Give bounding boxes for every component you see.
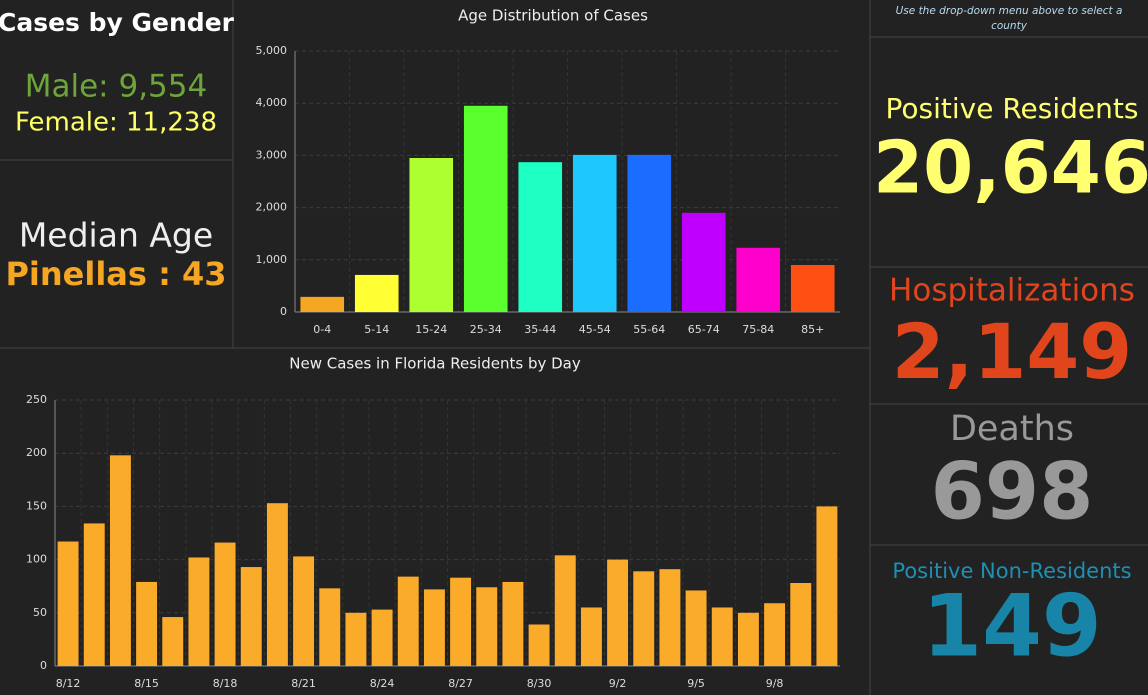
y-tick-label: 2,000 — [256, 201, 288, 214]
bar — [502, 581, 524, 666]
bar — [580, 607, 602, 666]
bar — [397, 576, 419, 666]
x-tick-label: 8/12 — [56, 677, 81, 690]
bar — [528, 624, 550, 666]
bar — [633, 571, 655, 666]
bar — [572, 154, 617, 312]
bar — [371, 609, 393, 666]
x-tick-label: 35-44 — [524, 323, 556, 336]
bar — [518, 162, 563, 312]
bar — [554, 555, 576, 666]
bar — [423, 589, 445, 666]
female-count: Female: 11,238 — [15, 108, 217, 138]
bar — [345, 612, 367, 666]
bar — [162, 617, 184, 666]
stat-value: 698 — [931, 447, 1094, 537]
bar — [450, 577, 472, 666]
x-tick-label: 9/5 — [687, 677, 705, 690]
bar — [737, 612, 759, 666]
chart-title: Age Distribution of Cases — [458, 7, 648, 25]
median-value: Pinellas : 43 — [5, 255, 226, 293]
x-tick-label: 0-4 — [313, 323, 331, 336]
y-tick-label: 250 — [26, 393, 47, 406]
y-tick-label: 150 — [26, 499, 47, 512]
stat-label: Deaths — [950, 409, 1074, 449]
bar — [463, 105, 508, 312]
bar — [354, 274, 399, 312]
bar — [790, 265, 835, 312]
bar — [293, 556, 315, 666]
x-tick-label: 8/24 — [370, 677, 395, 690]
stat-label: Positive Non-Residents — [892, 559, 1131, 583]
bar — [476, 587, 498, 666]
male-count: Male: 9,554 — [25, 69, 207, 105]
bar — [109, 455, 131, 666]
x-tick-label: 9/8 — [766, 677, 784, 690]
bar — [214, 542, 236, 666]
bar — [266, 503, 288, 666]
note: Use the drop-down menu above to select a… — [895, 5, 1123, 32]
x-tick-label: 8/27 — [448, 677, 473, 690]
y-tick-label: 100 — [26, 553, 47, 566]
y-tick-label: 1,000 — [256, 253, 288, 266]
x-tick-label: 8/30 — [527, 677, 552, 690]
y-tick-label: 4,000 — [256, 96, 288, 109]
bar — [240, 567, 262, 666]
stat-label: Hospitalizations — [889, 273, 1135, 309]
bar — [816, 506, 838, 666]
bar — [685, 590, 707, 666]
stat-label: Positive Residents — [886, 92, 1139, 125]
bar — [736, 247, 781, 312]
bar — [711, 607, 733, 666]
bar — [188, 557, 210, 666]
y-tick-label: 50 — [33, 606, 47, 619]
stat-value: 149 — [922, 576, 1102, 676]
note-box: Use the drop-down menu above to select a… — [895, 5, 1123, 32]
bar — [790, 583, 812, 666]
bar — [319, 588, 341, 666]
chart-title: New Cases in Florida Residents by Day — [289, 355, 581, 373]
bar — [136, 581, 158, 666]
bar — [57, 541, 79, 666]
x-tick-label: 45-54 — [579, 323, 611, 336]
bar — [659, 569, 681, 666]
y-tick-label: 5,000 — [256, 44, 288, 57]
bar — [627, 154, 672, 312]
y-tick-label: 3,000 — [256, 148, 288, 161]
x-tick-label: 9/2 — [609, 677, 627, 690]
median-title: Median Age — [19, 216, 213, 255]
bar — [83, 523, 105, 666]
x-tick-label: 15-24 — [415, 323, 447, 336]
x-tick-label: 75-84 — [742, 323, 774, 336]
bar — [607, 559, 629, 666]
x-tick-label: 65-74 — [688, 323, 720, 336]
x-tick-label: 8/21 — [291, 677, 316, 690]
x-tick-label: 8/15 — [134, 677, 159, 690]
x-tick-label: 8/18 — [213, 677, 238, 690]
gender-title: Cases by Gender — [0, 8, 235, 37]
bar — [409, 158, 454, 312]
y-tick-label: 0 — [280, 305, 287, 318]
x-tick-label: 55-64 — [633, 323, 665, 336]
bar — [681, 212, 726, 312]
x-tick-label: 5-14 — [364, 323, 389, 336]
x-tick-label: 85+ — [801, 323, 824, 336]
bar — [764, 603, 786, 666]
bar — [300, 296, 345, 312]
stat-value: 2,149 — [892, 307, 1132, 396]
x-tick-label: 25-34 — [470, 323, 502, 336]
stat-value: 20,646 — [873, 126, 1148, 210]
y-tick-label: 200 — [26, 446, 47, 459]
y-tick-label: 0 — [40, 659, 47, 672]
